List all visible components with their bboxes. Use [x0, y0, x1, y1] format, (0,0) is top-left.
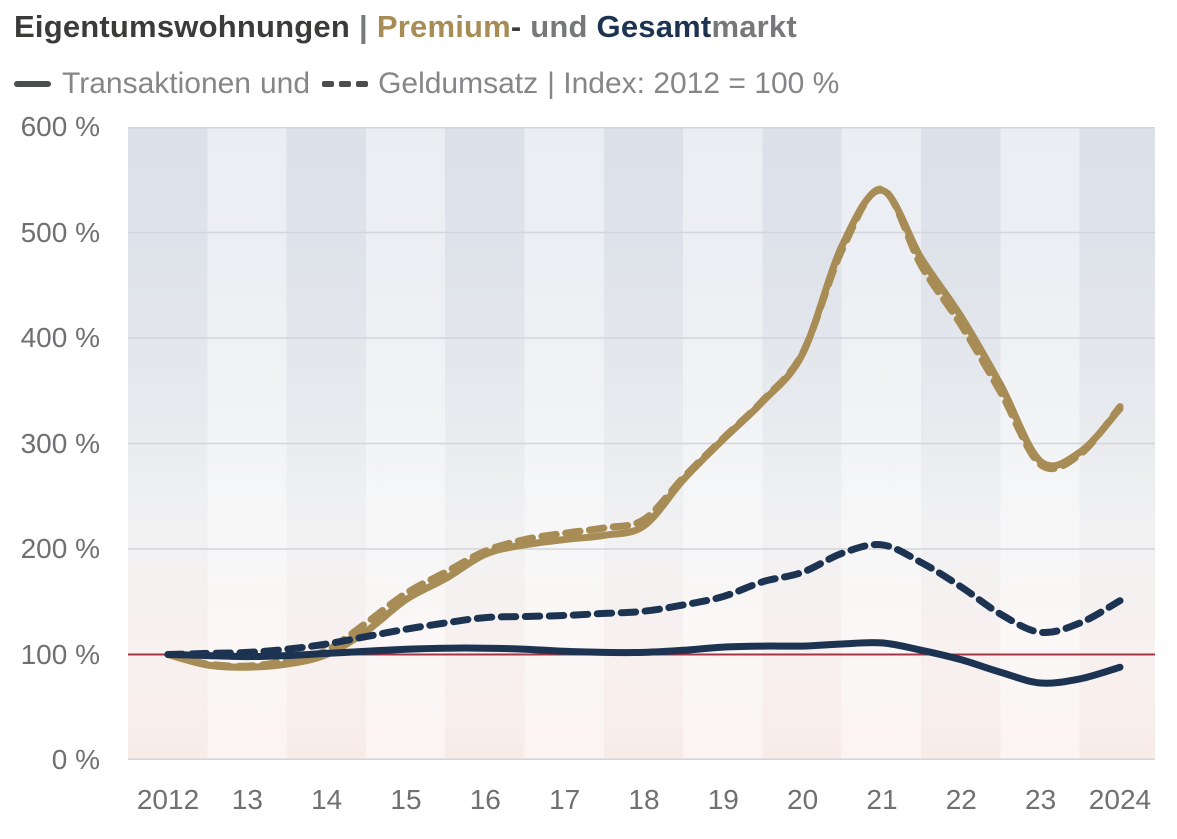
title-hyphen: -	[510, 9, 522, 44]
x-axis-label-2012: 2012	[136, 784, 200, 815]
x-axis-label-21: 21	[866, 784, 898, 815]
page-title: Eigentumswohnungen | Premium- und Gesamtma…	[14, 8, 797, 47]
solid-line-icon	[14, 81, 51, 87]
title-separator: |	[358, 9, 368, 44]
title-market-segment: Eigentumswohnungen	[14, 9, 350, 44]
line-chart-svg	[128, 127, 1155, 760]
legend-index-note: | Index: 2012 = 100 %	[547, 67, 840, 100]
y-axis-label-400: 400 %	[20, 322, 100, 353]
series-premium-geldumsatz	[164, 185, 1124, 670]
title-gesamt-segment: Gesamt	[596, 9, 712, 44]
plot-area	[128, 127, 1155, 760]
x-axis-label-16: 16	[469, 784, 501, 815]
x-axis-label-2024: 2024	[1088, 784, 1152, 815]
series-premium-transaktionen	[164, 186, 1124, 671]
x-axis-label-19: 19	[707, 784, 739, 815]
y-axis-label-100: 100 %	[20, 638, 100, 670]
x-axis-label-17: 17	[549, 784, 581, 815]
x-axis-label-22: 22	[945, 784, 977, 815]
title-premium-segment: Premium	[376, 9, 511, 44]
title-markt-segment: markt	[711, 9, 797, 44]
series-gesamtmarkt-geldumsatz	[164, 541, 1124, 658]
x-axis-label-20: 20	[787, 784, 819, 815]
legend-dashed-label: Geldumsatz	[378, 67, 539, 100]
x-axis-label-13: 13	[231, 784, 263, 815]
chart-legend: Transaktionen und Geldumsatz | Index: 20…	[14, 66, 839, 102]
legend-connector: und	[260, 67, 311, 100]
dashed-line-icon	[322, 81, 369, 87]
y-axis-label-600: 600 %	[20, 111, 100, 142]
legend-solid-label: Transaktionen	[62, 67, 251, 100]
x-axis-label-18: 18	[628, 784, 660, 815]
x-axis-label-23: 23	[1025, 784, 1057, 815]
title-und-segment: und	[521, 9, 597, 44]
y-axis-label-200: 200 %	[20, 533, 100, 564]
y-axis-label-500: 500 %	[20, 216, 100, 248]
x-axis-label-15: 15	[390, 784, 422, 815]
series-gesamtmarkt-transaktionen	[164, 639, 1124, 687]
y-axis-label-300: 300 %	[20, 427, 100, 459]
x-axis-label-14: 14	[311, 784, 343, 815]
y-axis-label-0: 0 %	[51, 744, 100, 775]
